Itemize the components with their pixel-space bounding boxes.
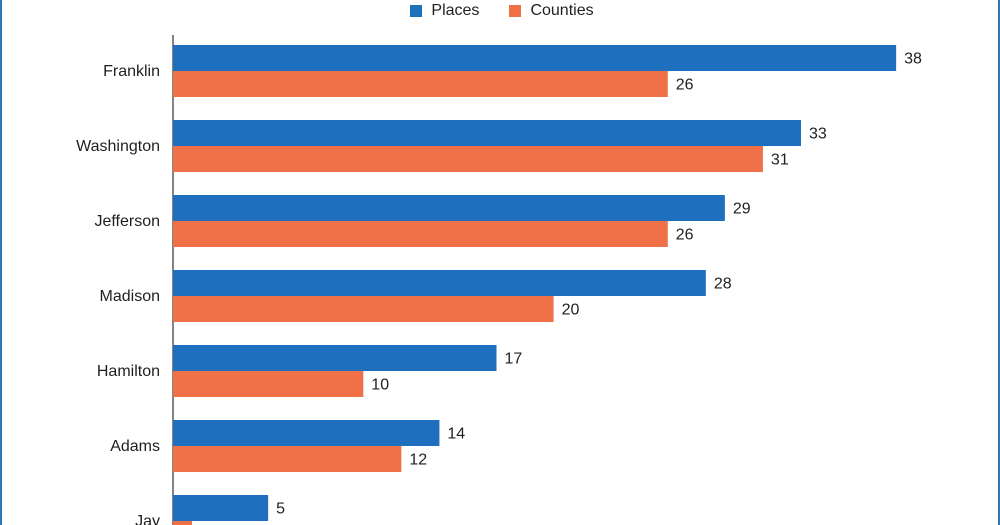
- bar-counties-washington: [173, 146, 763, 172]
- data-label-counties-franklin: 26: [676, 77, 694, 94]
- data-label-places-adams: 14: [447, 426, 465, 443]
- data-label-counties-hamilton: 10: [371, 377, 389, 394]
- data-label-places-jay: 5: [276, 501, 285, 518]
- legend-label-places: Places: [431, 2, 480, 19]
- category-label-jay: Jay: [135, 513, 160, 525]
- bar-places-madison: [173, 270, 706, 296]
- legend-swatch-places: [410, 5, 423, 17]
- bar-counties-jay: [173, 521, 193, 525]
- data-label-places-jefferson: 29: [733, 201, 751, 218]
- bar-places-jefferson: [173, 195, 725, 221]
- data-label-places-franklin: 38: [904, 51, 922, 68]
- bar-counties-hamilton: [173, 371, 364, 397]
- chart-legend: Places Counties: [2, 0, 1000, 22]
- category-label-adams: Adams: [110, 438, 160, 455]
- legend-swatch-counties: [509, 5, 522, 17]
- category-label-franklin: Franklin: [103, 63, 160, 80]
- bar-places-jay: [173, 495, 269, 521]
- bar-counties-madison: [173, 296, 554, 322]
- data-label-counties-adams: 12: [409, 452, 427, 469]
- data-label-places-hamilton: 17: [505, 351, 523, 368]
- bar-places-franklin: [173, 45, 897, 71]
- legend-label-counties: Counties: [530, 2, 594, 19]
- data-label-places-washington: 33: [809, 126, 827, 143]
- bar-counties-franklin: [173, 71, 668, 97]
- bar-counties-jefferson: [173, 221, 668, 247]
- category-label-hamilton: Hamilton: [97, 363, 160, 380]
- bar-counties-adams: [173, 446, 402, 472]
- data-label-counties-jefferson: 26: [676, 227, 694, 244]
- category-label-washington: Washington: [76, 138, 160, 155]
- legend-item-places: Places: [410, 2, 479, 20]
- category-label-jefferson: Jefferson: [94, 213, 160, 230]
- data-label-counties-washington: 31: [771, 152, 789, 169]
- legend-item-counties: Counties: [509, 2, 594, 20]
- bar-places-washington: [173, 120, 801, 146]
- bar-places-hamilton: [173, 345, 497, 371]
- data-label-places-madison: 28: [714, 276, 732, 293]
- data-label-counties-madison: 20: [562, 302, 580, 319]
- category-label-madison: Madison: [100, 288, 160, 305]
- bar-places-adams: [173, 420, 440, 446]
